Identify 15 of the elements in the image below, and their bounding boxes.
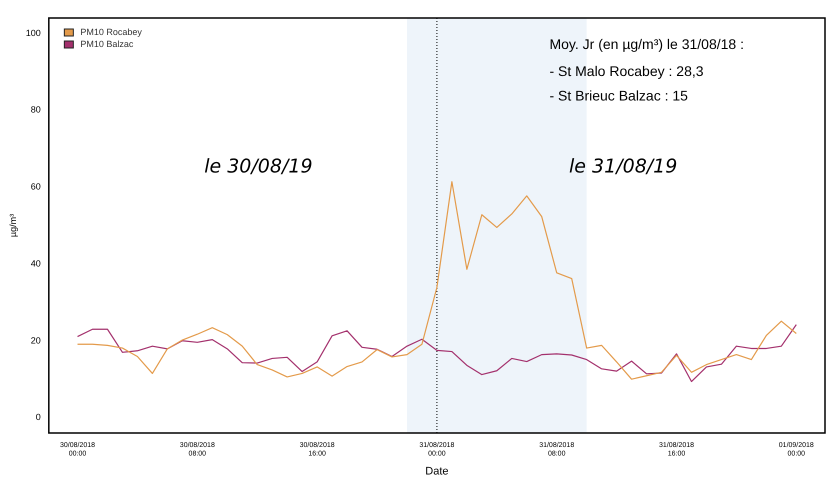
y-tick-label: 60 <box>30 182 41 192</box>
y-tick-label: 80 <box>30 104 41 115</box>
legend-label: PM10 Balzac <box>80 39 134 50</box>
annotation: - St Malo Rocabey : 28,3 <box>549 62 704 79</box>
y-tick-label: 0 <box>36 412 41 422</box>
y-tick-label: 40 <box>30 258 41 268</box>
annotation: - St Brieuc Balzac : 15 <box>549 88 688 104</box>
annotation: Moy. Jr (en µg/m³) le 31/08/18 : <box>549 36 744 52</box>
y-tick-label: 100 <box>26 28 41 38</box>
annotation: le 30/08/19 <box>204 155 313 178</box>
y-axis-title: µg/m³ <box>8 214 18 238</box>
legend-label: PM10 Rocabey <box>80 27 142 38</box>
x-axis-title: Date <box>425 465 449 478</box>
y-tick-label: 20 <box>30 335 41 346</box>
annotation: le 31/08/19 <box>569 155 678 178</box>
